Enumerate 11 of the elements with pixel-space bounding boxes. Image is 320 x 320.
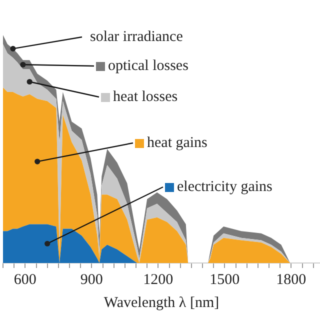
x-tick-label: 600 [14, 272, 36, 288]
legend-label: electricity gains [177, 178, 273, 195]
legend-label: heat gains [147, 134, 208, 151]
x-tick-label: 1200 [143, 272, 174, 288]
annotation: solar irradiance [90, 28, 184, 45]
x-tick-label: 1800 [276, 272, 306, 288]
x-tick-label: 900 [80, 272, 103, 288]
legend-label: heat losses [113, 88, 178, 105]
x-axis-title: Wavelength λ [nm] [104, 294, 220, 311]
legend-label: optical losses [108, 58, 189, 74]
x-tick-label: 1500 [210, 272, 240, 288]
